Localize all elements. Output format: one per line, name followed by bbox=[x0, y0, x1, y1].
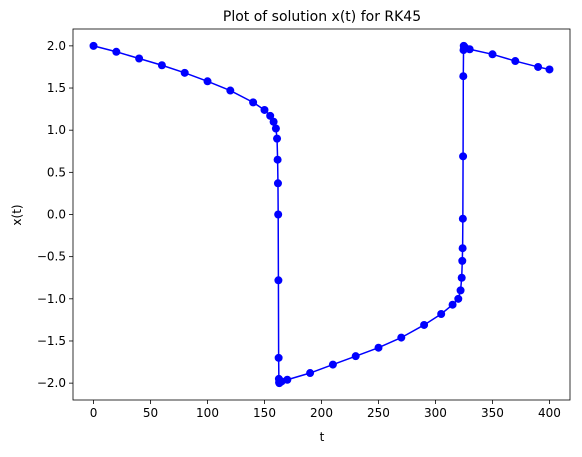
x-tick-label: 0 bbox=[90, 406, 98, 420]
x-tick-label: 150 bbox=[253, 406, 276, 420]
x-tick-label: 50 bbox=[143, 406, 158, 420]
y-tick-label: −0.5 bbox=[37, 250, 66, 264]
series-line bbox=[93, 45, 550, 385]
data-point bbox=[274, 210, 283, 219]
data-point bbox=[454, 294, 463, 303]
y-tick-label: 2.0 bbox=[47, 39, 66, 53]
data-point bbox=[273, 155, 282, 164]
data-point bbox=[89, 41, 98, 50]
y-tick-label: 1.5 bbox=[47, 81, 66, 95]
data-point bbox=[274, 353, 283, 362]
data-point bbox=[180, 68, 189, 77]
y-tick-label: −1.5 bbox=[37, 334, 66, 348]
data-point bbox=[328, 360, 337, 369]
plot-frame bbox=[72, 28, 571, 401]
data-point bbox=[274, 276, 283, 285]
data-point bbox=[458, 244, 467, 253]
data-point bbox=[249, 98, 258, 107]
data-point bbox=[260, 105, 269, 114]
data-point bbox=[112, 47, 121, 56]
data-point bbox=[459, 72, 468, 81]
data-point bbox=[226, 86, 235, 95]
x-tick-label: 250 bbox=[367, 406, 390, 420]
data-point bbox=[306, 369, 315, 378]
data-point bbox=[203, 77, 212, 86]
data-point bbox=[273, 134, 282, 143]
data-point bbox=[534, 62, 543, 71]
data-point bbox=[448, 300, 457, 309]
data-point bbox=[266, 111, 275, 120]
data-point bbox=[271, 124, 280, 133]
plot-area: 0 50 100 150 200 250 300 350 400 −2.0 −1.5 −1.0 −0.5… bbox=[37, 28, 571, 420]
x-tick-label: 350 bbox=[481, 406, 504, 420]
data-point bbox=[135, 54, 144, 63]
data-point bbox=[458, 256, 467, 265]
data-point bbox=[459, 152, 468, 161]
x-tick-label: 200 bbox=[310, 406, 333, 420]
data-point bbox=[420, 320, 429, 329]
x-tick-label: 400 bbox=[538, 406, 561, 420]
data-point bbox=[283, 375, 292, 384]
y-axis-label: x(t) bbox=[10, 204, 24, 225]
y-tick-label: −2.0 bbox=[37, 376, 66, 390]
data-point bbox=[351, 352, 360, 361]
chart-title: Plot of solution x(t) for RK45 bbox=[223, 9, 421, 25]
data-point bbox=[273, 179, 282, 188]
data-point bbox=[456, 286, 465, 295]
y-tick-label: −1.0 bbox=[37, 292, 66, 306]
data-point bbox=[488, 50, 497, 59]
data-point bbox=[269, 117, 278, 126]
x-tick-label: 300 bbox=[424, 406, 447, 420]
data-point bbox=[437, 310, 446, 318]
y-tick-label: 1.0 bbox=[47, 123, 66, 137]
data-point bbox=[374, 343, 383, 352]
data-point bbox=[457, 273, 466, 282]
data-point bbox=[397, 333, 406, 342]
x-axis-label: t bbox=[320, 430, 325, 444]
data-point bbox=[511, 57, 520, 66]
data-point bbox=[465, 45, 474, 54]
y-tick-label: 0.5 bbox=[47, 165, 66, 179]
data-point bbox=[157, 61, 166, 70]
data-point bbox=[545, 65, 554, 74]
y-tick-label: 0.0 bbox=[47, 208, 66, 222]
x-tick-label: 100 bbox=[196, 406, 219, 420]
data-point bbox=[458, 214, 467, 223]
